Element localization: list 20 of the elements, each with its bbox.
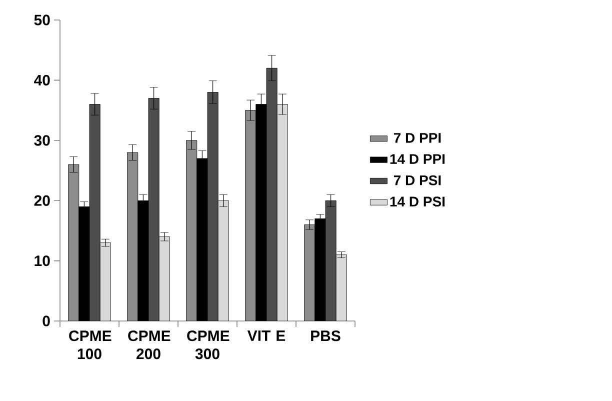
y-tick-label: 10 xyxy=(34,255,50,266)
x-tick-label: PBS xyxy=(311,330,340,342)
legend-label: 7 D PSI xyxy=(394,175,441,186)
y-tick-label: 50 xyxy=(34,14,50,26)
legend-label: 14 D PSI xyxy=(390,196,445,207)
x-tick-label: CPME 200 xyxy=(128,330,170,360)
legend-label: 14 D PPI xyxy=(390,154,445,164)
y-tick-label: 40 xyxy=(34,74,50,86)
y-tick-label: 20 xyxy=(34,195,50,206)
bar xyxy=(266,68,278,321)
bar xyxy=(89,104,100,321)
bar xyxy=(148,98,160,321)
bar xyxy=(325,200,336,321)
x-tick-label: CPME 300 xyxy=(187,330,230,360)
y-tick-label: 30 xyxy=(34,135,50,146)
bar xyxy=(207,92,218,321)
legend-label: 7 D PPI xyxy=(394,133,441,143)
x-tick-label: CPME 100 xyxy=(69,330,112,360)
x-tick-label: VIT E xyxy=(247,330,286,341)
y-tick-label: 0 xyxy=(42,316,50,326)
